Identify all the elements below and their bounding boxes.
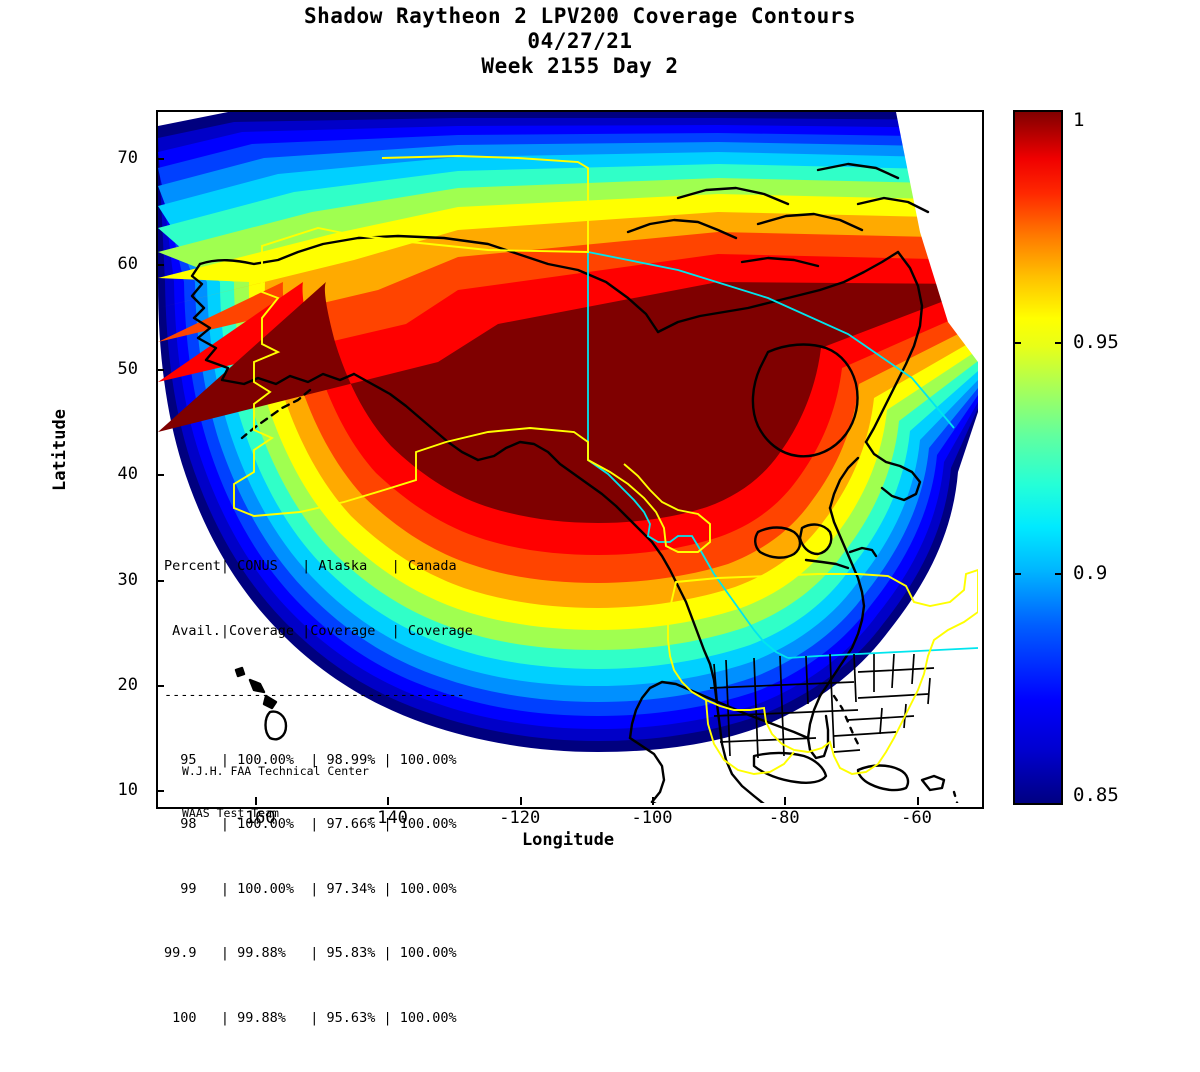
map-plot-area bbox=[156, 110, 984, 809]
service-volume-boundaries bbox=[233, 155, 978, 775]
x-tick-mark bbox=[387, 797, 390, 805]
attribution-text: W.J.H. FAA Technical Center WAAS Test Te… bbox=[182, 736, 369, 848]
hawaii-islands bbox=[234, 666, 288, 741]
x-tick-mark bbox=[519, 797, 522, 805]
colorbar-tick-mark bbox=[1013, 341, 1021, 344]
attribution-line-2: WAAS Test Team bbox=[182, 806, 279, 820]
title-line-3: Week 2155 Day 2 bbox=[481, 54, 679, 78]
attribution-line-1: W.J.H. FAA Technical Center bbox=[182, 764, 369, 778]
land-outside-coverage bbox=[896, 112, 978, 362]
x-axis-label: Longitude bbox=[521, 830, 615, 850]
y-tick-label: 50 bbox=[117, 359, 138, 380]
contour-bands bbox=[158, 112, 978, 752]
colorbar-tick-label: 1 bbox=[1073, 109, 1085, 131]
colorbar: 1 0.95 0.9 0.85 bbox=[1013, 109, 1119, 806]
x-tick-mark bbox=[916, 797, 919, 805]
y-axis-label: Latitude bbox=[50, 409, 70, 491]
x-tick-label: -120 bbox=[499, 808, 541, 828]
title-line-1: Shadow Raytheon 2 LPV200 Coverage Contou… bbox=[303, 4, 856, 28]
y-tick-mark bbox=[156, 263, 164, 266]
national-borders bbox=[587, 251, 978, 659]
y-tick-mark bbox=[156, 790, 164, 793]
title-line-2: 04/27/21 bbox=[527, 29, 633, 53]
y-tick-label: 40 bbox=[117, 464, 138, 485]
x-tick-label: -100 bbox=[631, 808, 673, 828]
x-tick-label: -140 bbox=[366, 808, 408, 828]
colorbar-tick-label: 0.9 bbox=[1073, 562, 1108, 585]
figure-title: Shadow Raytheon 2 LPV200 Coverage Contou… bbox=[0, 4, 1160, 79]
colorbar-tick-label: 0.95 bbox=[1073, 330, 1119, 353]
x-tick-mark bbox=[784, 797, 787, 805]
figure-canvas: Shadow Raytheon 2 LPV200 Coverage Contou… bbox=[0, 4, 1160, 1026]
service-volume-alaska bbox=[233, 155, 711, 553]
x-tick-mark bbox=[255, 797, 258, 805]
x-tick-label: -60 bbox=[901, 808, 932, 828]
colorbar-tick-mark bbox=[1013, 573, 1021, 576]
y-tick-mark bbox=[156, 369, 164, 372]
x-tick-label: -160 bbox=[234, 808, 276, 828]
coastlines bbox=[190, 162, 959, 803]
colorbar-tick-mark bbox=[1055, 573, 1063, 576]
y-tick-mark bbox=[156, 579, 164, 582]
x-tick-mark bbox=[651, 797, 654, 805]
y-tick-label: 30 bbox=[117, 569, 138, 590]
coverage-contour-map bbox=[158, 112, 978, 803]
table-row: 99 | 100.00% | 97.34% | 100.00% bbox=[164, 880, 457, 897]
y-tick-label: 20 bbox=[117, 674, 138, 695]
colorbar-tick-mark bbox=[1055, 341, 1063, 344]
colorbar-frame bbox=[1013, 110, 1063, 805]
y-tick-label: 70 bbox=[117, 148, 138, 169]
y-tick-label: 60 bbox=[117, 253, 138, 274]
x-tick-label: -80 bbox=[768, 808, 800, 828]
us-state-boundaries bbox=[709, 653, 935, 759]
table-row: 100 | 99.88% | 95.63% | 100.00% bbox=[164, 1009, 457, 1026]
table-row: 99.9 | 99.88% | 95.83% | 100.00% bbox=[164, 945, 457, 961]
y-tick-mark bbox=[156, 684, 164, 687]
y-tick-mark bbox=[156, 158, 164, 161]
y-tick-mark bbox=[156, 474, 164, 477]
colorbar-tick-label: 0.85 bbox=[1073, 784, 1119, 806]
y-tick-label: 10 bbox=[117, 780, 138, 801]
colorbar-gradient bbox=[1013, 110, 1063, 805]
